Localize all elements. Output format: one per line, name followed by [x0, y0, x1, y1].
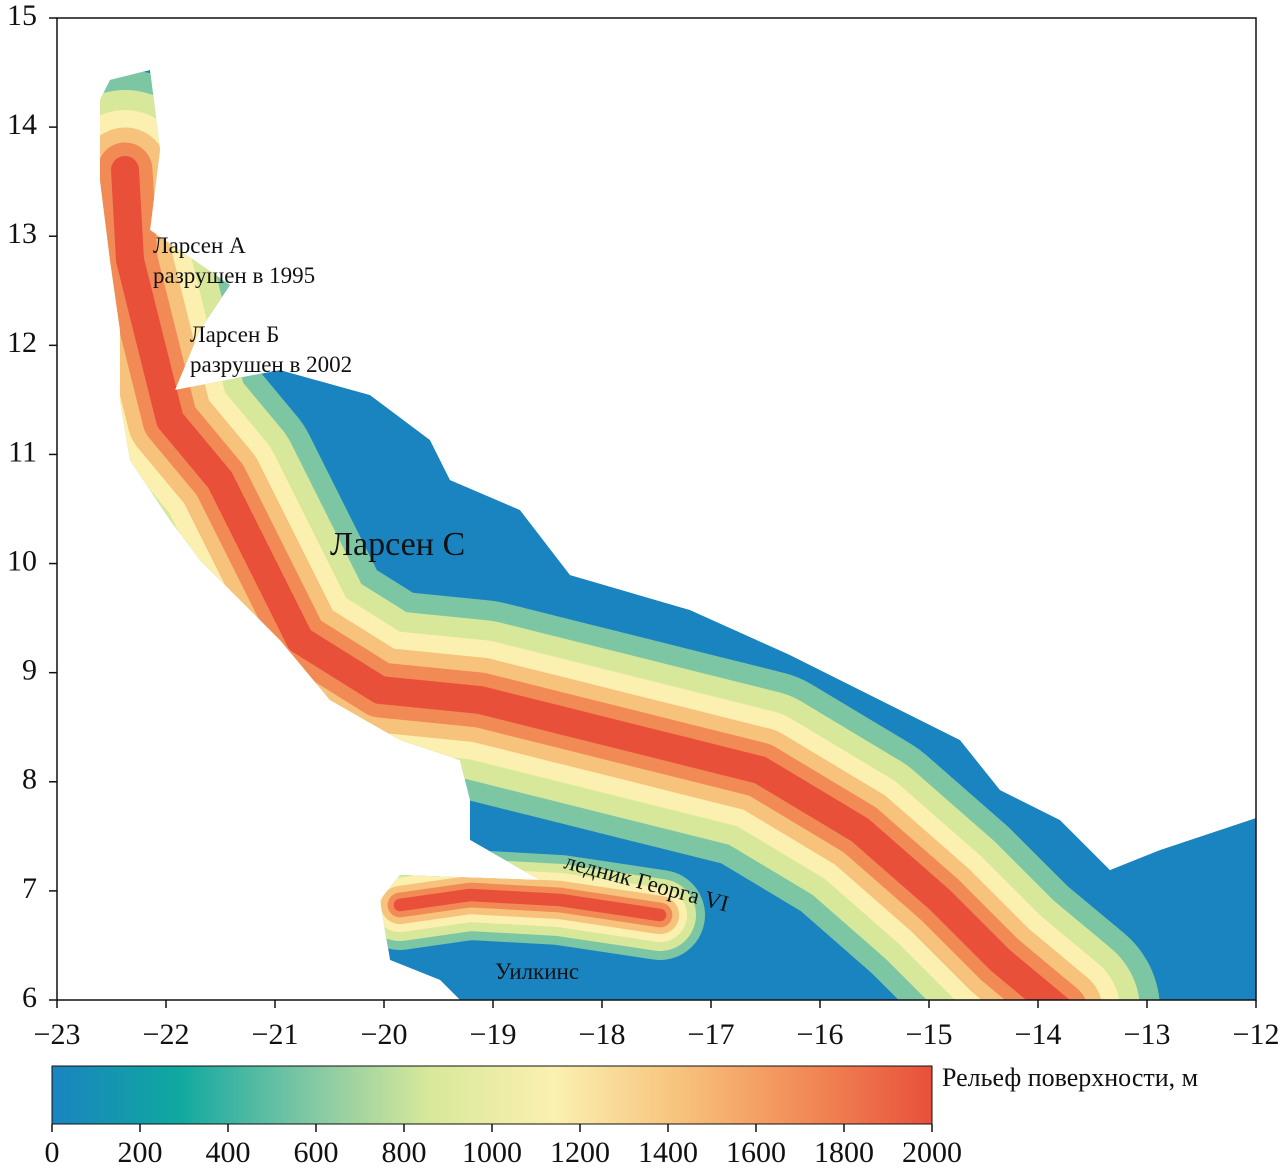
- y-tick-label: 11: [8, 435, 37, 468]
- x-tick-label: −12: [1233, 1018, 1280, 1051]
- colorbar-tick-label: 200: [118, 1136, 163, 1169]
- colorbar: [51, 1065, 933, 1125]
- x-tick-label: −15: [906, 1018, 953, 1051]
- x-tick-label: −13: [1124, 1018, 1171, 1051]
- x-tick-label: −20: [361, 1018, 408, 1051]
- y-tick-label: 12: [7, 326, 37, 359]
- y-tick-label: 6: [22, 981, 37, 1014]
- colorbar-tick-label: 1400: [638, 1136, 698, 1169]
- x-tick-label: −18: [579, 1018, 626, 1051]
- colorbar-tick-label: 800: [382, 1136, 427, 1169]
- map-frame: [56, 17, 1257, 1001]
- y-tick-label: 8: [22, 763, 37, 796]
- annotation: разрушен в 1995: [153, 263, 315, 288]
- x-tick-label: −14: [1015, 1018, 1062, 1051]
- colorbar-tick-label: 1800: [814, 1136, 874, 1169]
- y-tick-label: 7: [22, 872, 37, 905]
- x-tick-label: −23: [34, 1018, 81, 1051]
- x-tick-label: −22: [143, 1018, 190, 1051]
- annotation: Ларсен Б: [190, 322, 279, 347]
- terrain: [100, 70, 1256, 1000]
- colorbar-label: Рельеф поверхности, м: [942, 1063, 1198, 1092]
- y-tick-label: 14: [7, 108, 37, 141]
- y-tick-label: 10: [7, 544, 37, 577]
- y-tick-label: 13: [7, 217, 37, 250]
- colorbar-tick-label: 1200: [550, 1136, 610, 1169]
- x-tick-label: −19: [470, 1018, 517, 1051]
- annotation: Уилкинс: [495, 959, 579, 984]
- colorbar-tick-label: 0: [45, 1136, 60, 1169]
- relief-band: [393, 888, 667, 922]
- x-tick-label: −21: [252, 1018, 299, 1051]
- annotation: Ларсен А: [153, 233, 246, 258]
- colorbar-tick-label: 1600: [726, 1136, 786, 1169]
- colorbar-tick-label: 600: [294, 1136, 339, 1169]
- annotation: Ларсен С: [330, 526, 465, 563]
- x-tick-label: −17: [688, 1018, 735, 1051]
- colorbar-tick-label: 1000: [462, 1136, 522, 1169]
- y-tick-label: 9: [22, 654, 37, 687]
- colorbar-tick-label: 400: [206, 1136, 251, 1169]
- axes: −23 −22 −21 −20 −19 −18 −17 −16 −15 −14 −13 −12 6 7 8 9…: [7, 0, 1279, 1051]
- colorbar-tick-label: 2000: [902, 1136, 962, 1169]
- y-tick-label: 15: [7, 0, 37, 32]
- x-tick-label: −16: [797, 1018, 844, 1051]
- relief-band: [111, 156, 1074, 1000]
- annotation: разрушен в 2002: [190, 352, 352, 377]
- land: [100, 70, 1256, 1000]
